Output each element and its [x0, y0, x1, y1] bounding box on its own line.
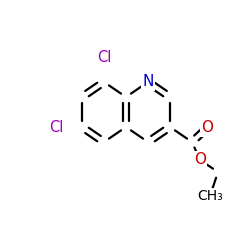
Text: CH₃: CH₃ — [197, 189, 223, 203]
Text: O: O — [201, 120, 213, 136]
Text: Cl: Cl — [49, 120, 63, 134]
Text: N: N — [142, 74, 154, 90]
Text: O: O — [194, 152, 206, 168]
Text: Cl: Cl — [97, 50, 111, 66]
